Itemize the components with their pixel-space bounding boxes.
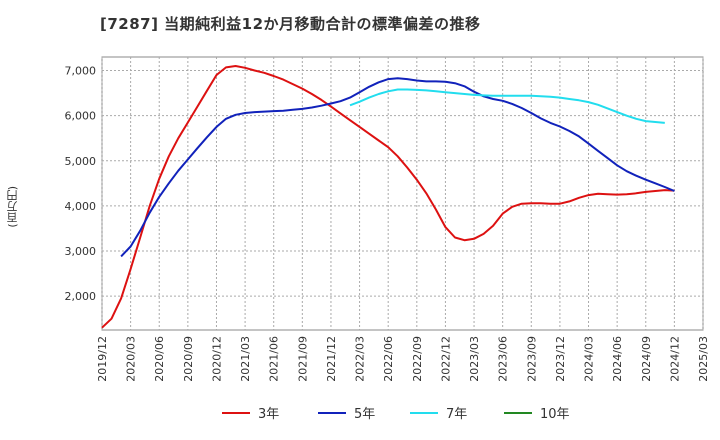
chart-title: [7287] 当期純利益12か月移動合計の標準偏差の推移 [100,15,481,33]
x-tick-label: 2023/03 [468,336,481,382]
legend-label-4: 10年 [540,407,570,422]
legend-label-1: 3年 [258,407,279,422]
series-line-2 [120,77,675,258]
x-tick-label: 2023/12 [554,336,567,382]
y-tick-label: 5,000 [65,155,97,168]
x-tick-label: 2022/06 [382,336,395,382]
y-tick-label: 4,000 [65,200,97,213]
x-tick-label: 2023/09 [525,336,538,382]
x-tick-label: 2021/09 [296,336,309,382]
y-tick-label: 7,000 [65,65,97,78]
legend-label-2: 5年 [354,407,375,422]
x-tick-label: 2020/09 [182,336,195,382]
x-tick-label: 2020/03 [125,336,138,382]
x-tick-label: 2025/03 [697,336,710,382]
series-line-1 [101,65,675,329]
x-tick-label: 2021/12 [325,336,338,382]
x-tick-label: 2019/12 [96,336,109,382]
y-tick-label: 6,000 [65,110,97,123]
x-tick-label: 2022/03 [354,336,367,382]
x-tick-label: 2020/12 [210,336,223,382]
x-tick-label: 2023/06 [497,336,510,382]
x-tick-label: 2022/12 [439,336,452,382]
x-tick-label: 2020/06 [153,336,166,382]
x-tick-label: 2024/12 [668,336,681,382]
x-tick-label: 2024/03 [583,336,596,382]
x-tick-label: 2021/03 [239,336,252,382]
x-tick-label: 2024/06 [611,336,624,382]
x-tick-label: 2021/06 [268,336,281,382]
legend-label-3: 7年 [446,407,467,422]
y-tick-label: 2,000 [65,290,97,303]
series-line-3 [349,88,665,124]
y-tick-label: 3,000 [65,245,97,258]
x-tick-label: 2022/09 [411,336,424,382]
x-tick-label: 2024/09 [640,336,653,382]
